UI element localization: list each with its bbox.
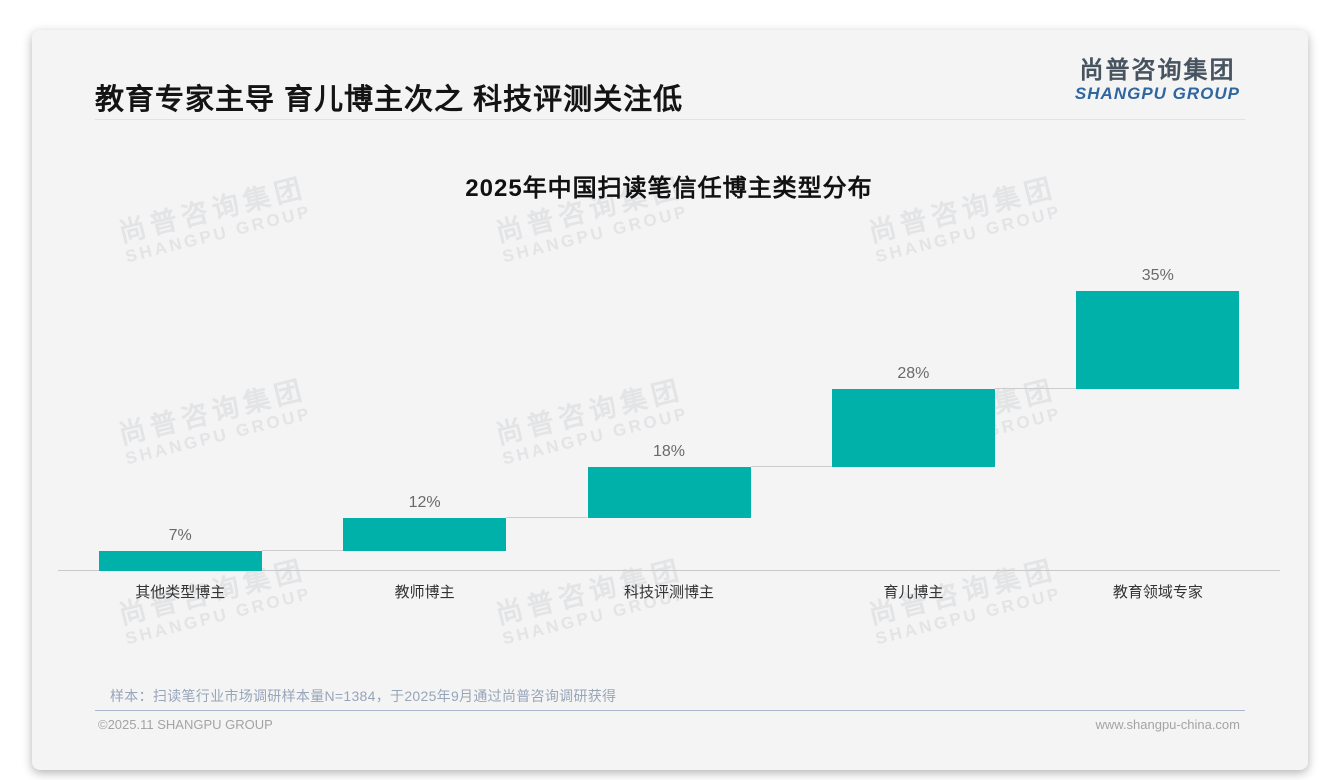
chart-title: 2025年中国扫读笔信任博主类型分布 [465,175,873,202]
x-axis-label: 教育领域专家 [1112,584,1203,601]
x-axis-label: 科技评测博主 [624,584,715,601]
page-title: 教育专家主导 育儿博主次之 科技评测关注低 [95,84,684,116]
bar-科技评测博主 [587,467,751,518]
step-connector [750,466,832,468]
chart: 教育专家主导 育儿博主次之 科技评测关注低 尚普咨询集团 SHANGPU GRO… [32,30,1308,770]
header-divider [95,119,1245,120]
x-axis-label: 教师博主 [394,584,455,601]
value-label: 18% [652,443,685,461]
bar-育儿博主 [831,389,995,468]
step-connector [261,550,344,552]
x-axis-labels: 其他类型博主 教师博主 科技评测博主 育儿博主 教育领域专家 [58,581,1280,602]
logo-en-text: SHANGPU GROUP [1074,84,1240,103]
bar-教育领域专家 [1076,291,1240,389]
value-label: 12% [408,493,441,511]
footer-divider [95,710,1245,711]
copyright-text: ©2025.11 SHANGPU GROUP [98,717,273,732]
website-link[interactable]: www.shangpu-china.com [1095,717,1240,732]
sample-note: 样本：扫读笔行业市场调研样本量N=1384，于2025年9月通过尚普咨询调研获得 [110,688,617,704]
step-connector [994,388,1077,389]
x-axis-label: 其他类型博主 [135,584,226,601]
logo-cn-text: 尚普咨询集团 [1079,57,1236,84]
value-label: 28% [897,365,930,382]
bar-教师博主 [343,517,507,552]
shangpu-logo: 尚普咨询集团 SHANGPU GROUP [1075,58,1240,104]
value-label: 35% [1141,267,1174,284]
chart-canvas: 7% 12% 18% 28% 35% [58,260,1280,571]
footer: ©2025.11 SHANGPU GROUP www.shangpu-china… [98,717,1240,732]
x-axis-line [58,570,1280,571]
value-label: 7% [168,527,192,545]
x-axis-label: 育儿博主 [883,584,944,601]
bar-其他类型博主 [98,551,262,571]
report-card: 尚普咨询集团 SHANGPU GROUP 尚普咨询集团 SHANGPU GROUP 尚普… [32,30,1308,770]
step-connector [506,516,588,518]
